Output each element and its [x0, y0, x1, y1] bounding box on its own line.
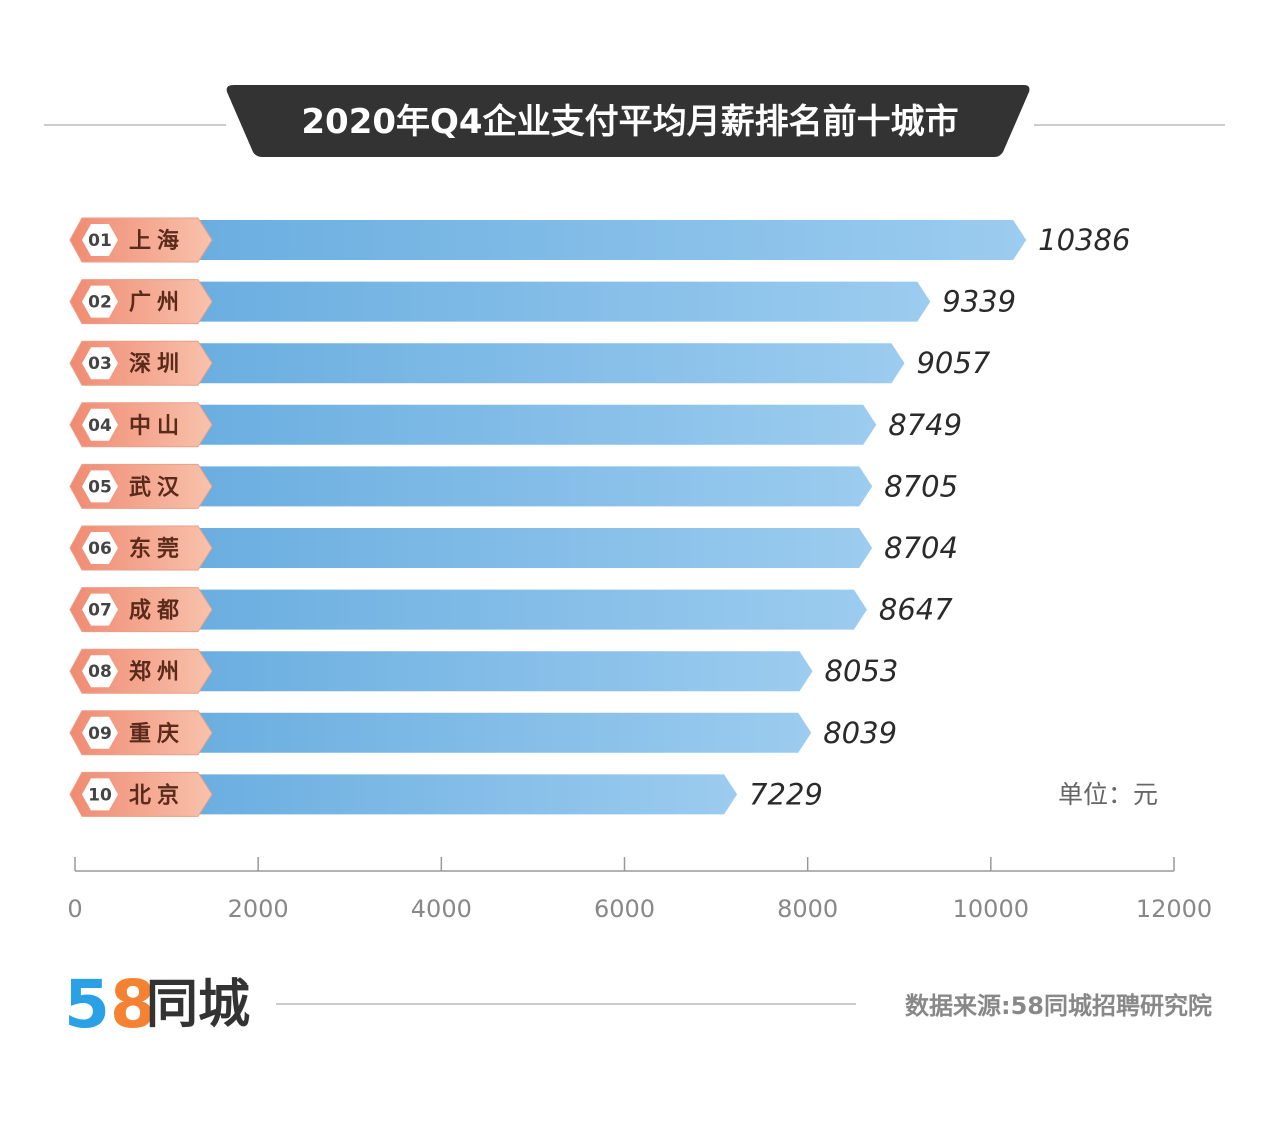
bars-group: 01 上海 10386 02 广州 9339 03 深圳 9057 04 中山 8749 05 武汉 870… — [69, 217, 1130, 817]
city-tag-outline — [69, 587, 213, 633]
rank-label: 03 — [88, 354, 112, 374]
city-tag-outline — [69, 771, 213, 817]
bar — [196, 712, 812, 753]
tick-label: 2000 — [228, 895, 289, 923]
value-label: 10386 — [1038, 223, 1130, 257]
city-tag-outline — [69, 402, 213, 448]
rank-label: 09 — [88, 724, 112, 744]
value-label: 8039 — [823, 716, 897, 750]
value-label: 7229 — [749, 777, 823, 811]
logo-number: 58 — [64, 966, 156, 1043]
rank-label: 07 — [88, 601, 112, 621]
rank-badge — [82, 716, 118, 749]
rank-label: 10 — [88, 785, 112, 805]
city-tag-outline — [69, 217, 213, 263]
logo-digit: 5 — [64, 966, 110, 1043]
bar — [196, 589, 867, 630]
category-label: 郑州 — [129, 660, 185, 685]
chart-title: 2020年Q4企业支付平均月薪排名前十城市 — [301, 102, 958, 142]
tick-label: 10000 — [953, 895, 1029, 923]
rank-badge — [82, 778, 118, 811]
category-label: 东莞 — [129, 536, 185, 562]
tick-label: 6000 — [594, 895, 655, 923]
category-label: 北京 — [129, 782, 185, 808]
value-label: 8647 — [879, 593, 953, 627]
rank-badge — [82, 470, 118, 503]
x-axis: 0 2000 4000 6000 8000 10000 12000 — [67, 857, 1212, 923]
bar — [196, 343, 905, 384]
title-banner — [226, 85, 1030, 157]
rank-badge — [82, 593, 118, 626]
rank-badge — [82, 408, 118, 441]
rank-label: 05 — [88, 477, 112, 497]
rank-badge — [82, 224, 118, 256]
tick-label: 4000 — [411, 895, 472, 923]
rank-badge — [82, 532, 118, 564]
value-label: 8705 — [884, 469, 958, 503]
value-label: 9339 — [942, 285, 1016, 319]
value-label: 8749 — [888, 408, 962, 442]
category-label: 上海 — [129, 228, 185, 254]
category-label: 武汉 — [129, 475, 185, 500]
bar — [196, 281, 931, 322]
city-tag-outline — [69, 525, 213, 571]
rank-label: 06 — [88, 539, 112, 559]
bar — [196, 404, 877, 445]
rank-label: 02 — [88, 293, 112, 313]
unit-label: 单位：元 — [1058, 780, 1158, 809]
city-tag-outline — [69, 648, 213, 694]
rank-badge — [82, 655, 118, 688]
category-label: 重庆 — [129, 721, 185, 747]
bar — [196, 220, 1027, 260]
value-label: 8053 — [825, 654, 899, 688]
rank-badge — [82, 285, 118, 318]
value-label: 8704 — [884, 531, 958, 565]
city-tag-outline — [69, 279, 213, 325]
rank-label: 04 — [88, 416, 112, 436]
rank-label: 08 — [88, 662, 112, 682]
bar — [196, 774, 738, 815]
tick-label: 8000 — [777, 895, 838, 923]
logo-text: 同城 — [146, 975, 250, 1035]
city-tag-outline — [69, 463, 213, 509]
city-tag-outline — [69, 710, 213, 756]
category-label: 成都 — [129, 599, 185, 624]
bar — [196, 466, 873, 507]
rank-badge — [82, 347, 118, 380]
bar — [196, 651, 813, 692]
logo-digit: 8 — [110, 966, 156, 1043]
tick-label: 0 — [67, 895, 82, 923]
category-label: 中山 — [129, 414, 185, 439]
logo: 58 同城 — [64, 966, 250, 1043]
category-label: 广州 — [129, 290, 185, 316]
source-note: 数据来源:58同城招聘研究院 — [905, 992, 1212, 1020]
rank-label: 01 — [88, 231, 112, 251]
tick-label: 12000 — [1136, 895, 1212, 923]
bar — [196, 528, 873, 568]
city-tag-outline — [69, 340, 213, 386]
value-label: 9057 — [916, 346, 990, 380]
category-label: 深圳 — [129, 352, 185, 377]
